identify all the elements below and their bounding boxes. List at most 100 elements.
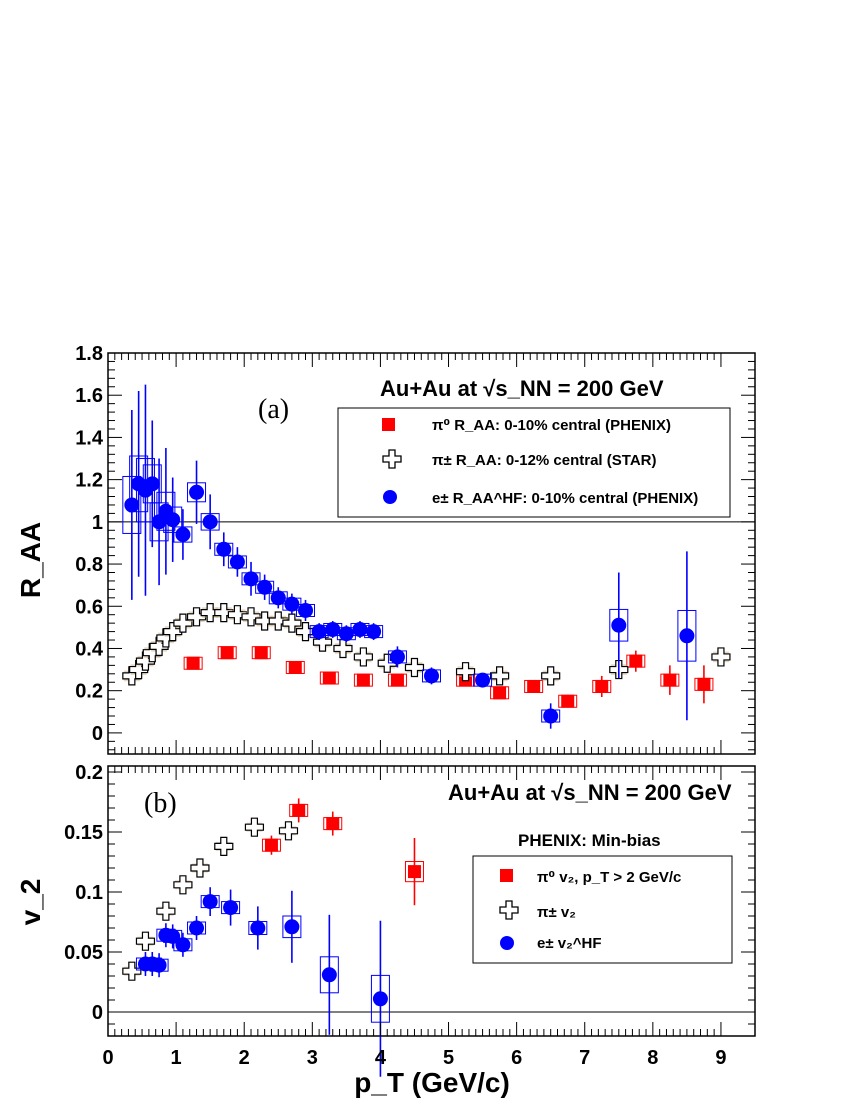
legend-a-text-e: e± R_AA^HF: 0-10% central (PHENIX): [432, 490, 698, 507]
data-point: [243, 571, 259, 587]
data-point: [321, 967, 337, 983]
data-point: [424, 668, 439, 684]
x-tick-label: 5: [443, 1047, 454, 1069]
data-point: [711, 647, 731, 667]
y-tick-label-a: 0.2: [75, 681, 103, 703]
series-a-2: [122, 384, 697, 729]
legend-b-marker-pi0: [500, 869, 513, 882]
data-point: [352, 621, 368, 637]
data-point: [135, 651, 156, 671]
data-point: [353, 647, 373, 667]
data-point: [216, 541, 232, 557]
data-point: [455, 662, 476, 682]
data-point: [223, 900, 239, 916]
data-point: [202, 514, 218, 530]
x-tick-label: 1: [171, 1047, 182, 1069]
x-axis-title: p_T (GeV/c): [354, 1067, 510, 1098]
panel-b-plot: [108, 798, 755, 1077]
data-point: [407, 865, 421, 879]
x-tick-label: 4: [375, 1047, 387, 1069]
data-point: [611, 617, 627, 633]
data-point: [372, 991, 388, 1007]
data-point: [338, 626, 354, 642]
legend-b-marker-e: [500, 936, 514, 950]
y-tick-label-b: 0.05: [64, 942, 103, 964]
data-point: [270, 590, 286, 606]
data-point: [254, 646, 268, 660]
data-point: [404, 657, 425, 678]
data-point: [165, 512, 181, 528]
data-point: [543, 708, 559, 724]
data-point: [629, 654, 643, 668]
data-point: [229, 554, 245, 570]
legend-b-text-pipm: π± v₂: [537, 904, 576, 921]
data-point: [541, 666, 561, 686]
series-a-0: [183, 646, 714, 708]
data-point: [311, 624, 327, 640]
data-point: [124, 497, 140, 513]
y-tick-label-a: 1: [92, 512, 103, 534]
data-point: [186, 607, 207, 627]
data-point: [366, 624, 382, 640]
data-point: [493, 686, 507, 700]
x-tick-label: 8: [647, 1047, 658, 1069]
y-tick-label-b: 0.1: [75, 882, 103, 904]
legend-b-text-e: e± v₂^HF: [537, 935, 602, 952]
data-point: [377, 653, 397, 673]
y-tick-label-a: 0.6: [75, 596, 103, 618]
data-point: [284, 919, 300, 935]
y-tick-label-b: 0: [92, 1002, 103, 1024]
legend-a-box: [337, 407, 731, 518]
panel-b-title: Au+Au at √s_NN = 200 GeV: [448, 780, 732, 805]
data-point: [292, 803, 306, 817]
data-point: [144, 476, 160, 492]
data-point: [389, 649, 405, 665]
panel-a-title: Au+Au at √s_NN = 200 GeV: [380, 376, 664, 401]
data-point: [679, 628, 695, 644]
y-tick-label-a: 1.2: [75, 470, 103, 492]
data-point: [326, 817, 340, 831]
panel-b-axes: 0 0.05 0.1 0.15 0.2 0 1 2 3 4 5 6 7 8 9: [64, 762, 755, 1069]
data-point: [264, 838, 278, 852]
x-tick-label: 3: [307, 1047, 318, 1069]
data-point: [697, 677, 711, 691]
data-point: [390, 673, 404, 687]
y-axis-title-b: v_2: [15, 879, 46, 926]
data-point: [189, 484, 205, 500]
data-point: [189, 920, 205, 936]
series-b-1: [122, 817, 299, 981]
x-tick-label: 0: [102, 1047, 113, 1069]
legend-b-text-pi0: π⁰ v₂, p_T > 2 GeV/c: [537, 869, 681, 886]
data-point: [165, 928, 181, 944]
y-tick-label-a: 1.4: [75, 427, 104, 449]
data-point: [595, 679, 609, 693]
panel-a-label: (a): [258, 394, 289, 425]
data-point: [135, 931, 156, 951]
data-point: [202, 894, 218, 910]
data-point: [250, 920, 266, 936]
legend-a-marker-pi0: [382, 418, 395, 431]
data-point: [163, 621, 183, 642]
panel-b-subtitle: PHENIX: Min-bias: [518, 831, 661, 850]
data-point: [356, 673, 370, 687]
panel-a-title-text: Au+Au at √s_NN = 200 GeV: [380, 376, 664, 401]
data-point: [288, 660, 302, 674]
data-point: [561, 694, 575, 708]
data-point: [298, 602, 314, 618]
data-point: [122, 961, 142, 981]
data-point: [325, 621, 341, 637]
data-point: [257, 579, 273, 595]
legend-b-marker-pipm: [499, 900, 519, 920]
y-tick-label-b: 0.2: [75, 762, 103, 784]
y-tick-label-a: 0.8: [75, 554, 103, 576]
data-point: [220, 646, 234, 660]
data-point: [244, 817, 265, 837]
data-point: [214, 836, 234, 856]
data-point: [284, 596, 300, 612]
series-a-1: [122, 602, 731, 686]
data-point: [173, 875, 193, 895]
data-point: [663, 673, 677, 687]
data-point: [475, 672, 491, 688]
data-point: [129, 659, 149, 680]
